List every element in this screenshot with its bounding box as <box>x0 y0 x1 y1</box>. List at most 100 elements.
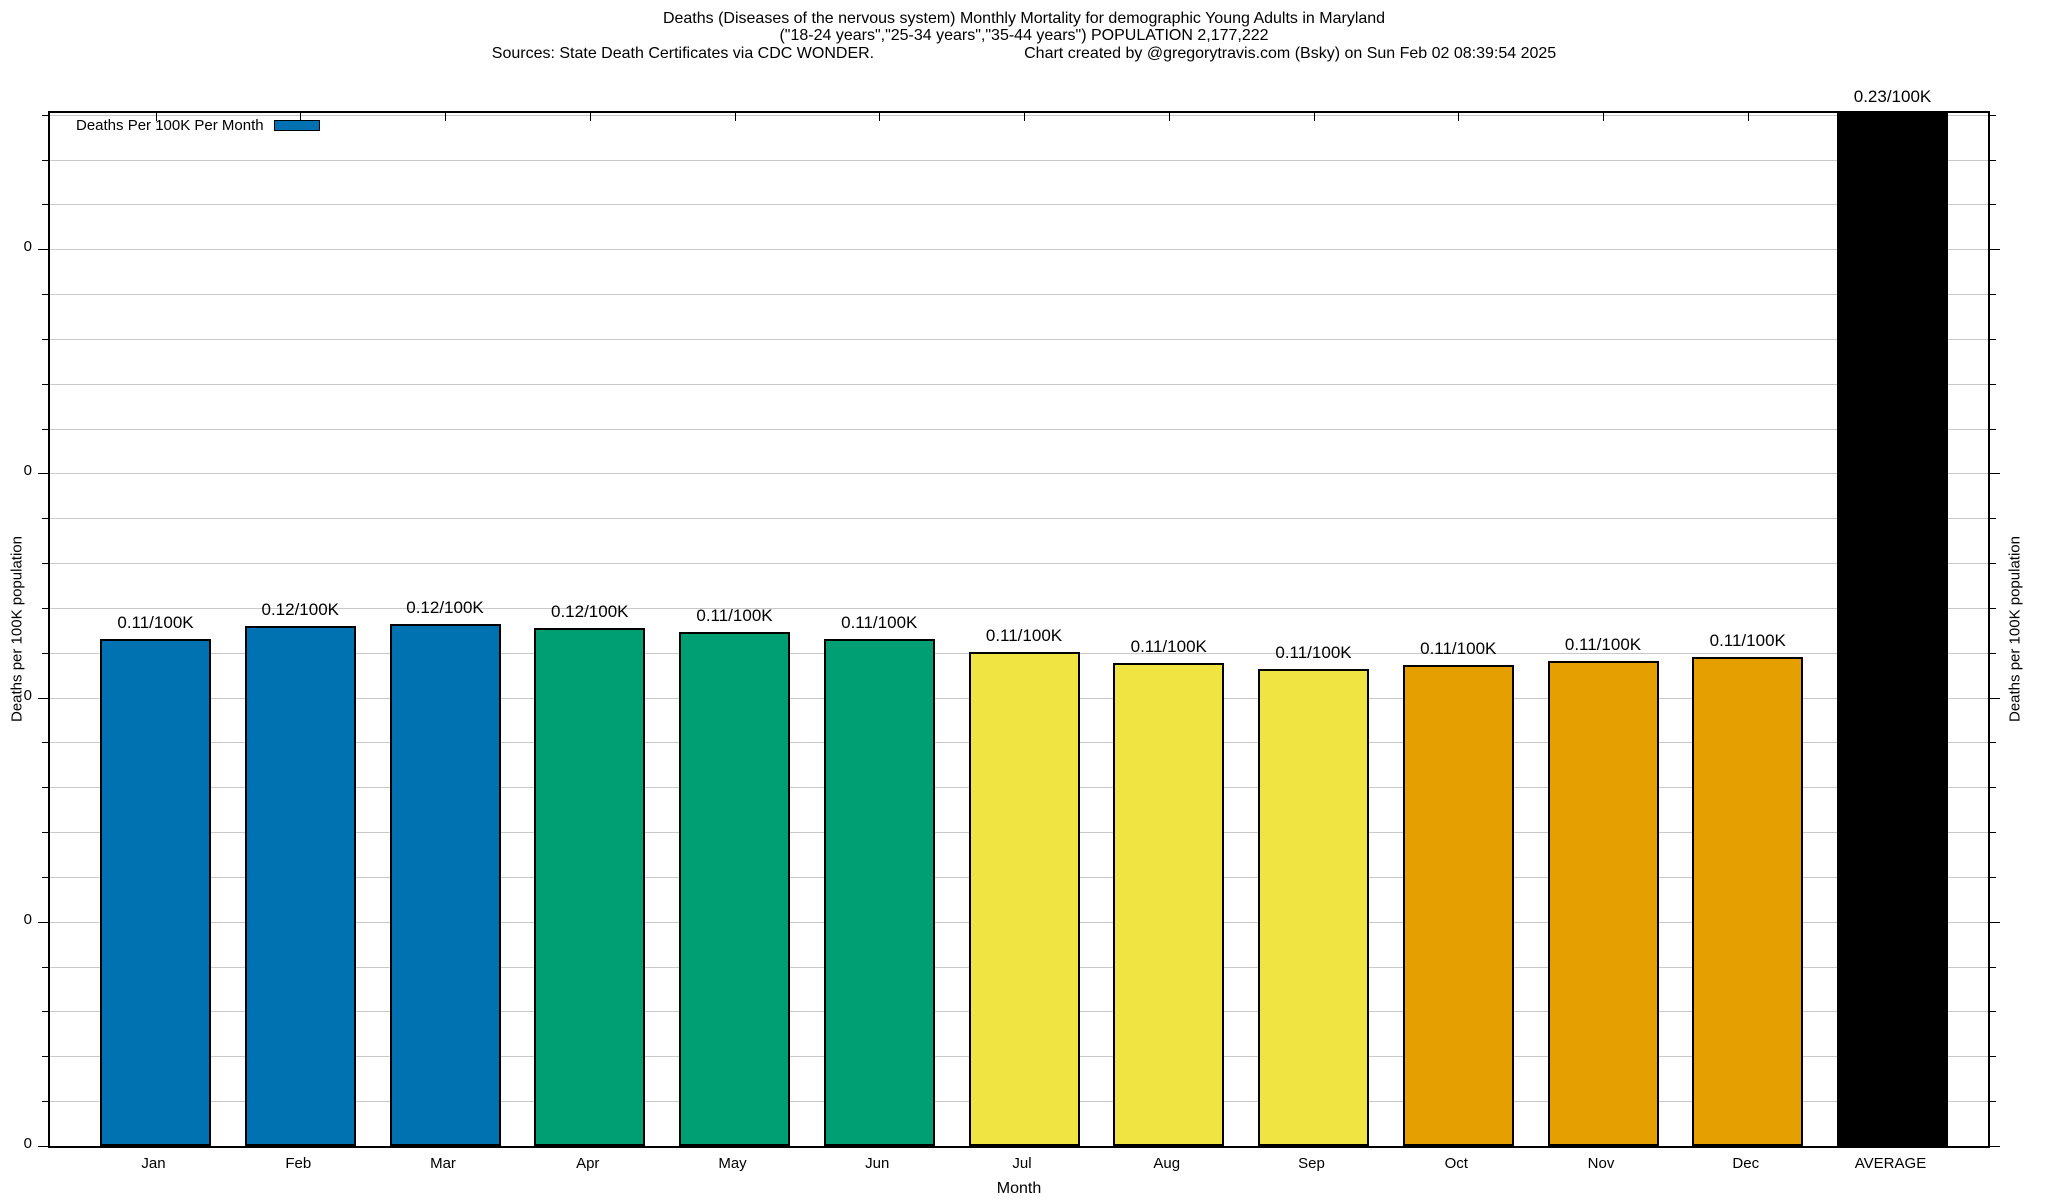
x-tick-label: AVERAGE <box>1854 1155 1927 1172</box>
x-axis-top-tick <box>1168 113 1170 121</box>
y-axis-tick-right <box>1990 473 2000 475</box>
gridline <box>50 563 1988 565</box>
y-axis-tick <box>38 1146 48 1147</box>
y-axis-label-right: Deaths per 100K population <box>2006 536 2024 723</box>
y-axis-tick-right <box>1990 697 2000 699</box>
y-axis-tick <box>42 742 48 744</box>
x-axis-tick-labels: Jan Feb Mar Apr May Jun Jul Aug Sep Oct Nov Dec AVER… <box>48 1155 1990 1173</box>
gridline <box>50 473 1988 475</box>
x-tick-label: Nov <box>1587 1155 1615 1172</box>
bar-value-label: 0.11/100K <box>1130 636 1207 656</box>
chart-sources: Sources: State Death Certificates via CD… <box>491 45 875 62</box>
y-axis-tick-right <box>1990 787 1996 789</box>
bar <box>100 638 211 1146</box>
y-axis-tick-right <box>1990 607 1996 609</box>
y-axis-tick-label: 0 <box>23 238 32 256</box>
y-axis-tick <box>42 1011 48 1013</box>
y-axis-tick <box>38 921 48 923</box>
y-axis-tick <box>42 159 48 161</box>
x-axis-top-tick <box>445 113 446 121</box>
y-axis-tick-right <box>1990 518 1996 520</box>
bar <box>389 624 501 1146</box>
y-axis-tick-right <box>1990 832 1996 834</box>
bar <box>534 627 646 1146</box>
x-tick-label: Apr <box>576 1155 600 1172</box>
bar-value-label: 0.12/100K <box>550 601 629 621</box>
gridline <box>50 114 1988 116</box>
y-axis-tick-right <box>1990 563 1996 565</box>
y-axis-tick <box>42 832 48 834</box>
y-axis-tick-labels: 0 0 0 0 0 <box>0 111 36 1152</box>
x-tick-label: Dec <box>1732 1155 1760 1172</box>
bar-value-label: 0.12/100K <box>261 599 339 619</box>
bar <box>1113 662 1225 1146</box>
x-axis-top-tick <box>1313 113 1315 121</box>
x-axis-label: Month <box>996 1180 1042 1197</box>
bar-value-label: 0.23/100K <box>1853 87 1932 106</box>
y-axis-tick <box>42 338 48 340</box>
x-tick-label: Oct <box>1444 1155 1468 1172</box>
y-axis-tick-right <box>1990 1101 1996 1103</box>
gridline <box>50 294 1988 296</box>
chart-title-line2: ("18-24 years","25-34 years","35-44 year… <box>779 27 1269 44</box>
x-tick-label: Jun <box>865 1155 890 1172</box>
y-axis-tick <box>42 787 48 789</box>
y-axis-tick-right <box>1990 338 1996 340</box>
gridline <box>50 249 1988 251</box>
gridline <box>50 338 1988 340</box>
bar-value-label: 0.11/100K <box>985 625 1063 645</box>
x-axis-top-tick <box>1458 113 1460 121</box>
y-axis-tick-right <box>1990 249 2000 251</box>
bar <box>244 625 356 1146</box>
y-axis-tick-right <box>1990 294 1996 296</box>
legend-swatch <box>273 120 320 131</box>
bar <box>1692 656 1804 1146</box>
bar-value-label: 0.11/100K <box>1275 642 1352 662</box>
plot-area: 0.11/100K 0.12/100K 0.12/100K 0.12/100K 0.11… <box>38 87 2000 1148</box>
x-axis-top-tick <box>1892 113 1894 121</box>
y-axis-tick-right <box>1990 114 1996 116</box>
x-axis-top-tick <box>1747 113 1749 121</box>
gridline <box>50 428 1988 430</box>
gridline <box>50 607 1988 609</box>
x-axis-top-tick <box>589 113 591 121</box>
y-axis-tick <box>42 1101 48 1103</box>
y-axis-tick-label: 0 <box>23 1135 32 1152</box>
y-axis-tick <box>38 473 48 475</box>
bar-value-label: 0.11/100K <box>1709 630 1786 650</box>
y-axis-tick <box>42 204 48 206</box>
x-tick-label: Jul <box>1012 1155 1032 1172</box>
y-axis-tick-right <box>1990 159 1996 161</box>
y-axis-tick <box>42 428 48 430</box>
y-axis-tick <box>42 114 48 116</box>
y-axis-tick <box>42 294 48 296</box>
y-axis-tick <box>42 876 48 878</box>
x-axis-top-tick <box>155 113 157 121</box>
bar-value-label: 0.11/100K <box>1420 638 1497 658</box>
bar <box>823 638 935 1146</box>
y-axis-tick-label: 0 <box>23 462 32 480</box>
x-axis-top-tick <box>1603 113 1604 121</box>
x-axis-top-tick <box>734 113 736 121</box>
bar <box>1258 668 1369 1146</box>
bar <box>1837 113 1948 1146</box>
y-axis-tick-right <box>1990 204 1996 206</box>
y-axis-tick-right <box>1990 383 1996 385</box>
gridline <box>50 518 1988 520</box>
x-axis-top-tick <box>879 113 881 121</box>
y-axis-tick-right <box>1990 921 2000 923</box>
y-axis-tick-right <box>1990 1056 1996 1058</box>
bar-value-label: 0.11/100K <box>1564 634 1642 654</box>
x-tick-label: Aug <box>1153 1155 1181 1172</box>
y-axis-tick-right <box>1990 966 1996 968</box>
bar <box>679 631 790 1146</box>
bar-value-label: 0.11/100K <box>696 605 773 625</box>
bar-value-label: 0.11/100K <box>841 612 918 632</box>
chart-title-line1: Deaths (Diseases of the nervous system) … <box>662 10 1386 27</box>
x-tick-label: Mar <box>430 1155 456 1172</box>
chart-title-line3: Sources: State Death Certificates via CD… <box>0 45 2048 62</box>
y-axis-tick <box>42 563 48 565</box>
x-tick-label: Feb <box>285 1155 312 1172</box>
y-axis-tick <box>38 697 48 699</box>
